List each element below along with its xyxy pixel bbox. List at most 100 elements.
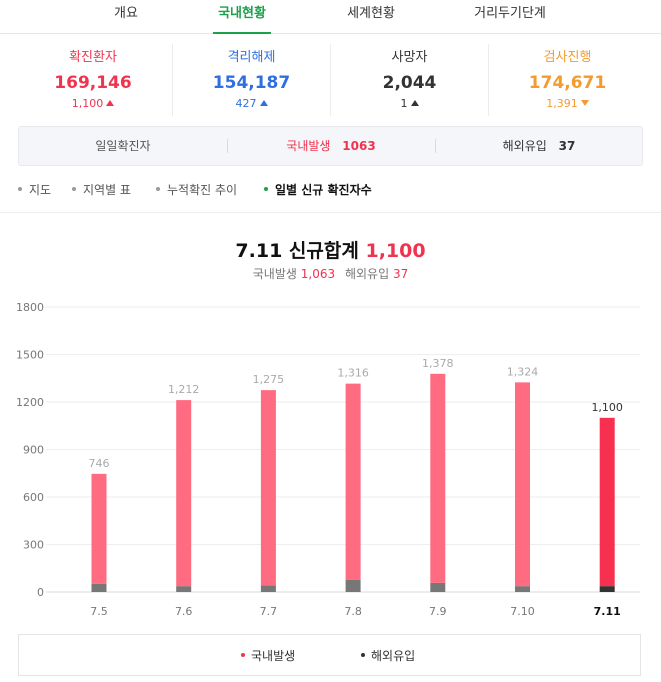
stat-value: 174,671: [528, 73, 607, 93]
stat-deaths: 사망자 2,044 1: [330, 44, 488, 116]
chart-sub-domestic-label: 국내발생: [252, 267, 297, 281]
bar-total-label: 1,378: [422, 357, 454, 370]
bar-domestic: [599, 417, 615, 587]
x-tick-label: 7.11: [594, 605, 621, 618]
arrow-down-icon: [580, 100, 589, 106]
bar-total-label: 1,275: [253, 373, 285, 386]
stat-delta-value: 1,391: [546, 97, 578, 110]
subnav-cumulative-trend[interactable]: 누적확진 추이: [156, 178, 237, 202]
stat-delta-value: 1,100: [71, 97, 104, 110]
bar-domestic: [515, 382, 530, 587]
daily-overseas-label: 해외유입: [502, 139, 547, 153]
x-tick-label: 7.10: [510, 605, 535, 618]
divider: [227, 139, 228, 153]
stat-label: 사망자: [391, 50, 428, 65]
x-tick-label: 7.6: [175, 605, 193, 618]
y-tick-label: 600: [23, 491, 44, 504]
y-tick-label: 300: [23, 539, 44, 552]
bar-total-label: 1,100: [591, 401, 623, 414]
subnav-region-table[interactable]: 지역별 표: [72, 178, 131, 202]
stat-delta: 427: [173, 94, 330, 114]
stat-delta-value: 1: [400, 97, 408, 110]
y-tick-label: 1500: [16, 349, 44, 362]
tab-distancing-level[interactable]: 거리두기단계: [474, 6, 546, 21]
stat-label: 확진환자: [69, 50, 117, 65]
stat-delta: 1: [331, 94, 488, 114]
bar-domestic: [176, 400, 192, 587]
bullet-icon: [264, 187, 268, 191]
bar-overseas: [260, 585, 276, 592]
bar-domestic: [260, 390, 276, 586]
daily-overseas-value: 37: [558, 139, 576, 153]
stat-value: 2,044: [382, 73, 437, 93]
stat-released: 격리해제 154,187 427: [172, 44, 330, 116]
bar-overseas: [345, 579, 361, 592]
chart-sub-domestic-value: 1,063: [300, 267, 336, 281]
stat-delta-value: 427: [235, 97, 257, 110]
legend-domestic: 국내발생: [241, 635, 295, 677]
subnav-daily-new[interactable]: 일별 신규 확진자수: [264, 178, 372, 202]
arrow-up-icon: [410, 100, 419, 106]
arrow-up-icon: [259, 100, 268, 106]
stat-value: 169,146: [54, 73, 132, 93]
tab-overview[interactable]: 개요: [114, 6, 138, 21]
chart-legend: 국내발생 해외유입: [18, 634, 641, 676]
x-tick-label: 7.9: [429, 605, 447, 618]
bar-overseas: [430, 582, 446, 592]
daily-domestic-label: 국내발생: [286, 139, 331, 153]
daily-confirmed-bar: 일일확진자 국내발생 1063 해외유입 37: [18, 126, 643, 166]
summary-stats: 확진환자 169,146 1,100 격리해제 154,187 427 사망자 …: [14, 44, 646, 116]
subnav-label: 지역별 표: [83, 183, 131, 197]
daily-domestic-value: 1063: [342, 139, 376, 153]
bar-total-label: 1,316: [337, 367, 369, 380]
bullet-icon: [18, 187, 22, 191]
tab-world[interactable]: 세계현황: [347, 6, 395, 21]
bar-overseas: [515, 586, 530, 592]
divider: [435, 139, 436, 153]
chart-sub-overseas-label: 해외유입: [344, 267, 390, 281]
top-tab-bar: 개요 국내현황 세계현황 거리두기단계: [0, 0, 661, 34]
bullet-icon: [72, 187, 76, 191]
chart-title-total: 1,100: [365, 240, 426, 262]
chart-sub-overseas-value: 37: [392, 267, 409, 281]
y-tick-label: 1800: [16, 301, 44, 314]
bar-domestic: [91, 473, 107, 584]
subnav-map[interactable]: 지도: [18, 178, 51, 202]
stat-delta: 1,100: [14, 94, 172, 114]
bullet-icon: [156, 187, 160, 191]
stat-delta: 1,391: [489, 94, 646, 114]
chart-title-label: 신규합계: [288, 240, 359, 262]
daily-domestic: 국내발생 1063: [227, 127, 435, 165]
subnav-label: 지도: [29, 183, 52, 197]
legend-label: 해외유입: [371, 649, 416, 663]
x-tick-label: 7.8: [344, 605, 362, 618]
bar-domestic: [345, 383, 361, 580]
bar-domestic: [430, 373, 446, 583]
legend-dot-icon: [241, 653, 245, 657]
x-tick-label: 7.5: [90, 605, 108, 618]
arrow-up-icon: [106, 100, 115, 106]
x-tick-label: 7.7: [260, 605, 278, 618]
daily-label: 일일확진자: [95, 139, 151, 153]
y-tick-label: 1200: [16, 396, 44, 409]
stat-confirmed: 확진환자 169,146 1,100: [14, 44, 172, 116]
stat-label: 검사진행: [543, 50, 592, 65]
subnav-label: 일별 신규 확진자수: [275, 183, 372, 197]
legend-dot-icon: [361, 653, 365, 657]
bar-total-label: 746: [89, 457, 110, 470]
stat-testing: 검사진행 174,671 1,391: [488, 44, 646, 116]
legend-overseas: 해외유입: [361, 635, 415, 677]
subnav-label: 누적확진 추이: [167, 183, 238, 197]
daily-new-cases-chart: 0 300 600 900 1200 1500 1800 746 7.5 1,212 7.6 1,27…: [16, 301, 640, 618]
section-divider: [0, 212, 661, 213]
bar-overseas: [91, 583, 107, 592]
tab-domestic[interactable]: 국내현황: [213, 0, 271, 34]
bar-total-label: 1,212: [168, 383, 200, 396]
daily-overseas: 해외유입 37: [435, 127, 643, 165]
chart-subtitle: 국내발생 1,063 해외유입 37: [0, 265, 661, 282]
bar-total-label: 1,324: [507, 365, 539, 378]
stat-value: 154,187: [212, 73, 291, 93]
legend-label: 국내발생: [251, 649, 296, 663]
chart-title-date: 7.11: [235, 240, 283, 262]
stat-label: 격리해제: [227, 50, 276, 65]
